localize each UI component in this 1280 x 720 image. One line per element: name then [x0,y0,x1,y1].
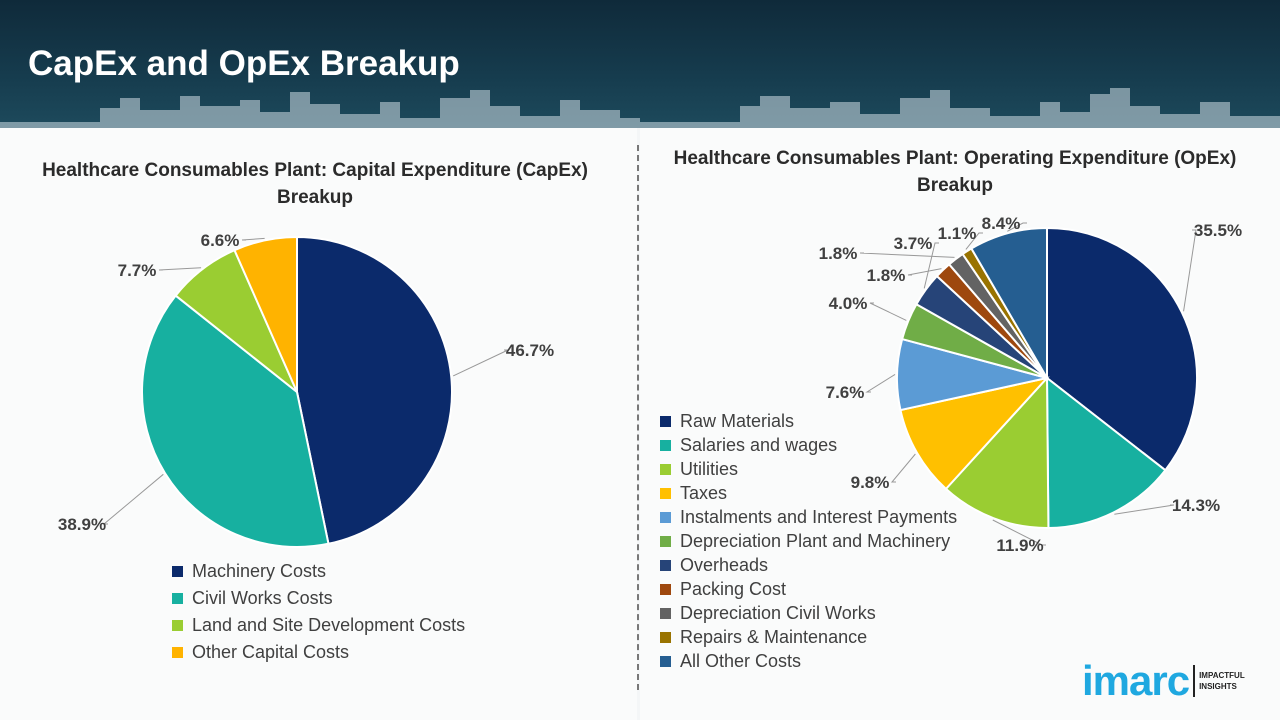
legend-label: Depreciation Civil Works [680,602,876,623]
legend-swatch [660,655,671,667]
legend-swatch [660,511,671,523]
opex-legend: Raw Materials Salaries and wages Utilities… [660,409,957,673]
legend-item: Utilities [660,457,957,481]
legend-item: Depreciation Civil Works [660,601,957,625]
leader-line [859,252,955,258]
leader-line [965,232,983,250]
data-label: 1.8% [867,266,906,285]
pie-slice-opex-2 [944,375,1050,529]
legend-swatch [660,583,671,595]
legend-item: Depreciation Plant and Machinery [660,529,957,553]
leader-line [241,237,265,241]
legend-label: Packing Cost [680,578,787,599]
pie-slice-opex-10 [970,226,1048,382]
legend-item: Packing Cost [660,577,957,601]
legend-swatch [660,463,671,475]
leader-line [890,453,916,483]
legend-swatch [172,593,183,604]
logo-separator [1193,665,1196,697]
legend-swatch [660,559,671,571]
legend-label: All Other Costs [680,650,802,671]
pie-slice-capex-3 [233,235,298,393]
legend-swatch [660,415,671,427]
capex-legend: Machinery Costs Civil Works Costs Land and… [172,558,465,666]
legend-label: Other Capital Costs [192,642,350,662]
logo-tagline: IMPACTFUL INSIGHTS [1199,671,1245,691]
data-label: 6.6% [201,231,240,250]
data-label: 14.3% [1172,496,1220,515]
leader-line [865,373,896,393]
legend-swatch [660,607,671,619]
legend-item: Overheads [660,553,957,577]
legend-swatch [172,647,183,658]
pie-slice-opex-1 [1045,375,1167,530]
opex-chart-title: Healthcare Consumables Plant: Operating … [673,148,1237,196]
legend-item: Raw Materials [660,409,957,433]
legend-label: Machinery Costs [192,561,327,581]
data-label: 7.7% [118,261,157,280]
legend-label: Taxes [680,482,728,503]
legend-swatch [660,487,671,499]
leader-line [1183,229,1197,312]
pie-slice-opex-3 [899,376,1050,491]
legend-label: Depreciation Plant and Machinery [680,530,951,551]
data-label: 11.9% [996,536,1043,555]
pie-slice-capex-0 [296,235,453,545]
legend-swatch [172,620,183,631]
skyline-decoration [0,88,1280,128]
imarc-logo: imarc IMPACTFUL INSIGHTS [1082,660,1245,702]
legend-label: Land and Site Development Costs [192,615,466,635]
leader-line [992,519,1046,546]
pie-slice-opex-0 [1046,226,1198,472]
data-label: 38.9% [58,515,106,534]
header-banner: CapEx and OpEx Breakup [0,0,1280,128]
leader-line [1114,504,1175,515]
legend-item: Machinery Costs [172,558,465,585]
data-label: 46.7% [506,341,554,360]
legend-label: Salaries and wages [680,434,838,455]
leader-line [869,302,907,321]
legend-item: Repairs & Maintenance [660,625,957,649]
leader-line [923,242,939,289]
legend-swatch [660,439,671,451]
legend-item: Instalments and Interest Payments [660,505,957,529]
data-label: 8.4% [982,214,1021,233]
legend-item: Civil Works Costs [172,585,465,612]
data-label: 1.1% [938,224,977,243]
leader-line [102,473,164,525]
legend-swatch [660,535,671,547]
legend-label: Utilities [680,458,739,479]
legend-item: Other Capital Costs [172,639,465,666]
legend-swatch [172,566,183,577]
data-label: 9.8% [851,473,890,492]
legend-label: Repairs & Maintenance [680,626,868,647]
legend-label: Instalments and Interest Payments [680,506,958,527]
leader-line [158,267,202,271]
leader-line [907,268,942,276]
legend-label: Civil Works Costs [192,588,333,608]
legend-swatch [660,631,671,643]
data-label: 3.7% [894,234,933,253]
data-label: 4.0% [829,294,868,313]
capex-chart-title: Healthcare Consumables Plant: Capital Ex… [42,160,588,208]
legend-item: All Other Costs [660,649,957,673]
leader-line [452,349,509,377]
legend-label: Raw Materials [680,410,795,431]
logo-brand: imarc [1082,657,1190,704]
leader-line [1007,222,1027,232]
legend-item: Land and Site Development Costs [172,612,465,639]
legend-item: Salaries and wages [660,433,957,457]
page-title: CapEx and OpEx Breakup [28,44,460,83]
data-label: 1.8% [819,244,858,263]
data-label: 7.6% [826,383,865,402]
divider [637,145,639,690]
legend-label: Overheads [680,554,769,575]
data-label: 35.5% [1194,221,1242,240]
legend-item: Taxes [660,481,957,505]
pie-slice-capex-1 [141,294,330,548]
